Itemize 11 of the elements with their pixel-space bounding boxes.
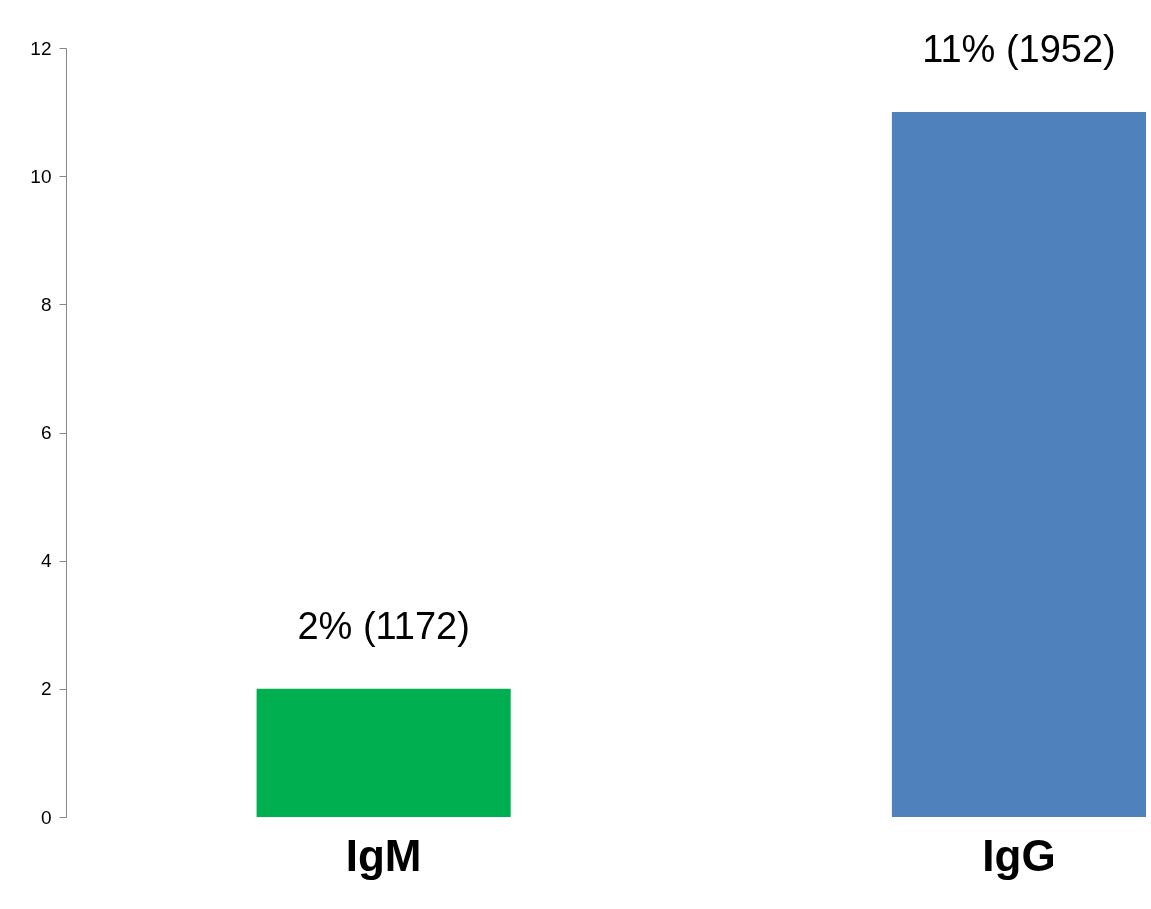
- data-label: 11% (1952): [922, 28, 1116, 71]
- y-tick-label: 6: [40, 422, 52, 443]
- y-tick-label: 12: [30, 37, 52, 59]
- y-tick-label: 8: [40, 293, 52, 315]
- y-tick-label: 0: [40, 806, 52, 828]
- data-label: 2% (1172): [297, 604, 470, 647]
- x-tick-label: IgM: [345, 830, 422, 880]
- x-tick-label: IgG: [982, 830, 1056, 880]
- y-tick-label: 10: [30, 165, 52, 187]
- y-tick-label: 2: [40, 678, 52, 700]
- y-tick-label: 4: [40, 550, 52, 572]
